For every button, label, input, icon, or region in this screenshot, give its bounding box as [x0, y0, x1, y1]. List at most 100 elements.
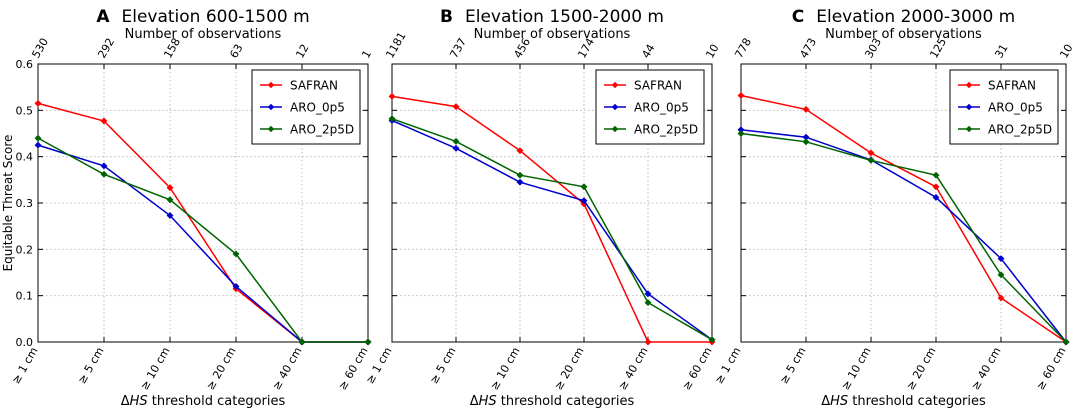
- obs-count-label: 1: [359, 48, 374, 61]
- legend-label: ARO_2p5D: [290, 123, 354, 137]
- x-tick-label: ≥ 10 cm: [138, 345, 173, 392]
- panel-title-text: Elevation 600-1500 m: [121, 7, 309, 27]
- legend: SAFRAN ARO_0p5 ARO_2p5D: [251, 69, 361, 145]
- panel-title: C Elevation 2000-3000 m: [792, 7, 1015, 27]
- obs-count-label: 10: [703, 42, 721, 61]
- x-axis-label-var: HS: [479, 394, 497, 409]
- data-point: [166, 196, 174, 204]
- legend-marker: [267, 103, 275, 111]
- series-line: [391, 95, 712, 343]
- x-tick-label: ≥ 1 cm: [712, 345, 743, 386]
- series-aro_2p5d: [34, 134, 372, 346]
- x-axis-label-suffix: threshold categories: [848, 394, 986, 409]
- x-tick-label: ≥ 20 cm: [552, 345, 587, 392]
- panel-title: B Elevation 1500-2000 m: [440, 7, 664, 27]
- x-tick-label: ≥ 10 cm: [488, 345, 523, 392]
- panel-letter: B: [440, 7, 453, 27]
- data-point: [388, 115, 396, 123]
- x-tick-label: ≥ 60 cm: [336, 345, 371, 392]
- series-aro_0p5: [388, 116, 716, 344]
- legend-marker: [611, 81, 619, 89]
- x-tick-label: ≥ 40 cm: [969, 345, 1004, 392]
- data-point: [452, 144, 460, 152]
- x-tick-label: ≥ 1 cm: [9, 345, 40, 386]
- data-point: [867, 156, 875, 164]
- x-axis-label-var: HS: [830, 394, 848, 409]
- x-tick-label: ≥ 10 cm: [839, 345, 874, 392]
- y-tick-label: 0.4: [16, 151, 34, 164]
- obs-count-label: 778: [732, 36, 754, 61]
- x-axis-label: ΔHS threshold categories: [121, 394, 286, 409]
- series-aro_0p5: [737, 126, 1070, 346]
- data-point: [997, 271, 1005, 279]
- x-axis-label: ΔHS threshold categories: [821, 394, 986, 409]
- data-point: [580, 197, 588, 205]
- obs-count-label: 530: [29, 36, 51, 61]
- data-point: [867, 149, 875, 157]
- x-axis-label: ΔHS threshold categories: [470, 394, 635, 409]
- data-point: [644, 338, 652, 346]
- data-point: [232, 250, 240, 258]
- x-tick-label: ≥ 5 cm: [427, 345, 458, 386]
- x-axis-label-suffix: threshold categories: [497, 394, 635, 409]
- data-point: [1062, 338, 1070, 346]
- data-point: [644, 290, 652, 298]
- obs-count-label: 63: [227, 42, 245, 61]
- x-tick-label: ≥ 60 cm: [1034, 345, 1069, 392]
- data-point: [932, 193, 940, 201]
- series-line: [391, 119, 713, 341]
- obs-count-label: 473: [797, 36, 819, 61]
- y-tick-label: 0.0: [16, 336, 34, 349]
- legend-marker: [611, 103, 619, 111]
- obs-count-label: 31: [992, 42, 1010, 61]
- data-point: [802, 105, 810, 113]
- legend-marker: [965, 125, 973, 133]
- data-point: [34, 99, 42, 107]
- legend-label: ARO_0p5: [290, 101, 345, 115]
- data-point: [34, 134, 42, 142]
- legend-label: ARO_0p5: [988, 101, 1043, 115]
- series-line: [37, 144, 368, 343]
- legend-label: ARO_2p5D: [634, 123, 698, 137]
- data-point: [100, 162, 108, 170]
- x-tick-label: ≥ 60 cm: [680, 345, 715, 392]
- series-aro_2p5d: [388, 115, 716, 344]
- data-point: [708, 336, 716, 344]
- data-point: [452, 137, 460, 145]
- x-axis-label-prefix: Δ: [121, 394, 130, 409]
- x-axis-label-suffix: threshold categories: [148, 394, 286, 409]
- data-point: [997, 294, 1005, 302]
- x-axis-label-prefix: Δ: [470, 394, 479, 409]
- legend-label: SAFRAN: [634, 79, 682, 93]
- data-point: [802, 138, 810, 146]
- x-axis-label-prefix: Δ: [821, 394, 830, 409]
- data-point: [997, 255, 1005, 263]
- legend-marker: [965, 81, 973, 89]
- series-aro_2p5d: [737, 129, 1070, 346]
- series-line: [740, 129, 1067, 343]
- data-point: [516, 171, 524, 179]
- y-tick-label: 0.5: [16, 104, 34, 117]
- data-point: [388, 92, 396, 100]
- legend: SAFRAN ARO_0p5 ARO_2p5D: [949, 69, 1059, 145]
- x-tick-label: ≥ 40 cm: [270, 345, 305, 392]
- data-point: [516, 178, 524, 186]
- x-tick-label: ≥ 5 cm: [777, 345, 808, 386]
- y-tick-label: 0.1: [16, 290, 34, 303]
- data-point: [580, 183, 588, 191]
- top-axis-label: Number of observations: [825, 27, 982, 42]
- top-axis-label: Number of observations: [125, 27, 282, 42]
- data-point: [737, 91, 745, 100]
- data-point: [364, 338, 372, 346]
- data-point: [737, 129, 745, 138]
- data-point: [932, 183, 940, 191]
- data-point: [452, 103, 460, 111]
- panel-letter: A: [96, 7, 110, 27]
- data-point: [34, 141, 42, 149]
- data-point: [166, 211, 174, 220]
- data-point: [100, 117, 108, 125]
- series-line: [391, 117, 713, 341]
- obs-count-label: 737: [447, 36, 469, 61]
